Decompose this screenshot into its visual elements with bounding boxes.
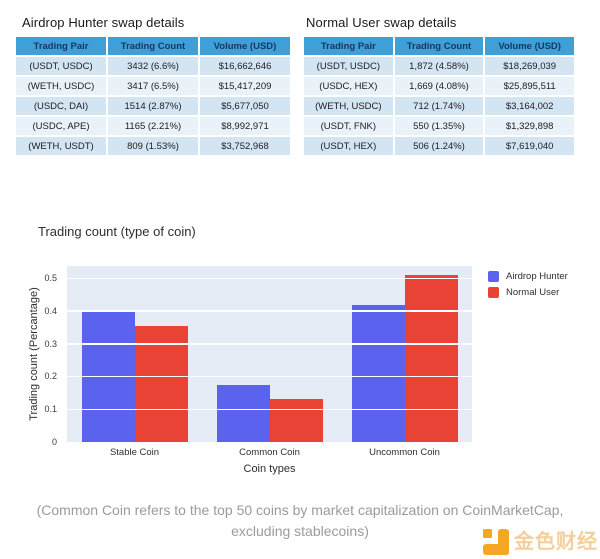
column-header: Volume (USD) [200, 37, 290, 55]
watermark-text: 金色财经 [514, 531, 598, 553]
airdrop-hunter-table-title: Airdrop Hunter swap details [22, 15, 185, 30]
jinse-finance-watermark: 金色财经 [483, 529, 598, 555]
jinse-logo-icon [483, 529, 509, 555]
gridline [67, 343, 472, 345]
legend-swatch-icon [488, 287, 499, 298]
table-cell: (USDC, HEX) [304, 77, 393, 95]
table-cell: $7,619,040 [485, 137, 574, 155]
y-tick-label: 0.5 [44, 273, 57, 284]
table-cell: 1,669 (4.08%) [394, 77, 484, 95]
table-cell: (USDC, DAI) [16, 97, 106, 115]
table-cell: 550 (1.35%) [394, 117, 484, 135]
bar-groups [67, 266, 472, 442]
table-cell: (WETH, USDC) [304, 97, 393, 115]
y-tick-label: 0.3 [44, 338, 57, 349]
table-row: (WETH, USDC) 3417 (6.5%) $15,417,209 [16, 77, 290, 95]
table-row: (USDT, USDC) 3432 (6.6%) $16,662,646 [16, 57, 290, 75]
x-category-label: Stable Coin [109, 447, 160, 458]
table-cell: $1,329,898 [485, 117, 574, 135]
header-row: Trading Pair Trading Count Volume (USD) [16, 37, 290, 55]
table-row: (USDC, DAI) 1514 (2.87%) $5,677,050 [16, 97, 290, 115]
normal-user-table-title: Normal User swap details [306, 15, 457, 30]
bar-normal-user [134, 325, 188, 442]
bar-normal-user [269, 399, 323, 442]
table-cell: $16,662,646 [200, 57, 290, 75]
table-cell: 506 (1.24%) [394, 137, 484, 155]
caption-line-1: (Common Coin refers to the top 50 coins … [36, 502, 564, 518]
legend-item: Airdrop Hunter [488, 271, 568, 282]
table-row: (WETH, USDT) 809 (1.53%) $3,752,968 [16, 137, 290, 155]
y-tick-label: 0.1 [44, 404, 57, 415]
table-cell: (WETH, USDT) [16, 137, 106, 155]
airdrop-hunter-table: Trading Pair Trading Count Volume (USD) (US… [14, 35, 292, 157]
legend-label: Airdrop Hunter [506, 271, 568, 282]
table-cell: $25,895,511 [485, 77, 574, 95]
table-cell: (USDT, FNK) [304, 117, 393, 135]
table-cell: $8,992,971 [200, 117, 290, 135]
table-cell: 809 (1.53%) [108, 137, 198, 155]
table-cell: $15,417,209 [200, 77, 290, 95]
table-row: (USDT, USDC) 1,872 (4.58%) $18,269,039 [304, 57, 574, 75]
legend: Airdrop Hunter Normal User [488, 271, 568, 298]
table-row: (USDT, HEX) 506 (1.24%) $7,619,040 [304, 137, 574, 155]
table-row: (USDT, FNK) 550 (1.35%) $1,329,898 [304, 117, 574, 135]
plot-area [67, 266, 472, 442]
x-category-labels: Stable Coin Common Coin Uncommon Coin [67, 447, 472, 458]
gridline [67, 277, 472, 280]
table-row: (WETH, USDC) 712 (1.74%) $3,164,002 [304, 97, 574, 115]
gridline [67, 310, 472, 312]
column-header: Trading Count [108, 37, 198, 55]
chart-title: Trading count (type of coin) [38, 224, 196, 239]
table-cell: 1165 (2.21%) [108, 117, 198, 135]
chart-caption: (Common Coin refers to the top 50 coins … [0, 500, 600, 542]
x-category-label: Common Coin [239, 447, 300, 458]
table-cell: 3432 (6.6%) [108, 57, 198, 75]
normal-user-table: Trading Pair Trading Count Volume (USD) (US… [302, 35, 576, 157]
table-cell: 1,872 (4.58%) [394, 57, 484, 75]
table-cell: $3,164,002 [485, 97, 574, 115]
table-cell: (USDT, USDC) [16, 57, 106, 75]
column-header: Trading Count [394, 37, 484, 55]
bar-airdrop-hunter [216, 384, 270, 442]
bar-group [202, 266, 337, 442]
bar-airdrop-hunter [351, 305, 405, 442]
y-tick-label: 0.4 [44, 305, 57, 316]
bar-group [337, 266, 472, 442]
x-axis-label: Coin types [243, 463, 296, 475]
column-header: Volume (USD) [485, 37, 574, 55]
table-cell: 712 (1.74%) [394, 97, 484, 115]
trading-count-chart: Trading count (type of coin) Trading cou… [0, 218, 600, 480]
header-row: Trading Pair Trading Count Volume (USD) [304, 37, 574, 55]
table-cell: (USDT, HEX) [304, 137, 393, 155]
table-cell: 3417 (6.5%) [108, 77, 198, 95]
caption-line-2: excluding stablecoins) [231, 523, 369, 539]
column-header: Trading Pair [304, 37, 393, 55]
table-cell: 1514 (2.87%) [108, 97, 198, 115]
bar-group [67, 266, 202, 442]
gridline [67, 375, 472, 378]
column-header: Trading Pair [16, 37, 106, 55]
table-cell: $5,677,050 [200, 97, 290, 115]
table-cell: (USDT, USDC) [304, 57, 393, 75]
gridline [67, 408, 472, 411]
table-cell: $18,269,039 [485, 57, 574, 75]
legend-item: Normal User [488, 287, 568, 298]
table-row: (USDC, HEX) 1,669 (4.08%) $25,895,511 [304, 77, 574, 95]
x-category-label: Uncommon Coin [369, 447, 440, 458]
y-tick-label: 0.2 [44, 371, 57, 382]
y-tick-label: 0 [51, 437, 57, 447]
legend-label: Normal User [506, 287, 560, 298]
legend-swatch-icon [488, 271, 499, 282]
table-cell: (USDC, APE) [16, 117, 106, 135]
y-ticks: 0 0.1 0.2 0.3 0.4 0.5 [0, 266, 62, 447]
table-cell: (WETH, USDC) [16, 77, 106, 95]
bar-normal-user [404, 274, 458, 442]
table-row: (USDC, APE) 1165 (2.21%) $8,992,971 [16, 117, 290, 135]
table-cell: $3,752,968 [200, 137, 290, 155]
